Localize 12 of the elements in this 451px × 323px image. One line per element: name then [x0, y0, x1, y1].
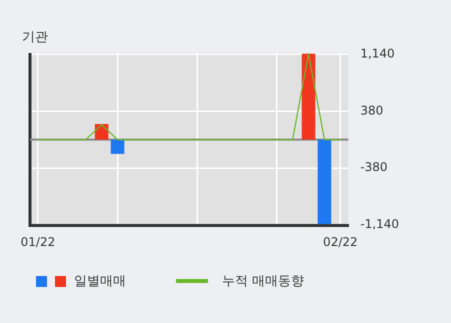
y-tick-label: -380 [360, 160, 388, 174]
y-tick-label: -1,140 [360, 216, 400, 231]
bar [318, 140, 332, 224]
x-tick-label: 02/22 [323, 234, 358, 249]
legend-label: 일별매매 [74, 273, 126, 290]
legend-label: 누적 매매동향 [222, 273, 304, 290]
bar [302, 54, 316, 140]
y-tick-label: 1,140 [360, 46, 395, 61]
bar [110, 140, 124, 154]
chart-title: 기관 [22, 29, 48, 46]
y-tick-label: 380 [360, 103, 384, 118]
x-tick-label: 01/22 [20, 234, 56, 249]
